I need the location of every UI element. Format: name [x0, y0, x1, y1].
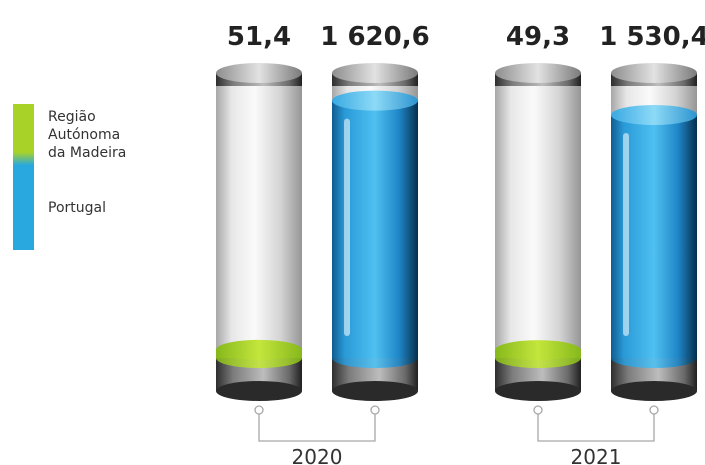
legend-madeira-line-1: Região: [48, 109, 96, 125]
cylinder-2021-series-0: [495, 63, 581, 401]
category-label-2020: 2020: [292, 445, 343, 465]
group-connectors: [258, 414, 655, 442]
cylinder-2020-series-1: [332, 63, 418, 401]
connector-dots: [254, 405, 659, 415]
value-label-2020-portugal: 1 620,6: [320, 22, 429, 52]
category-label-2021: 2021: [571, 445, 622, 465]
legend-portugal: Portugal: [48, 200, 106, 216]
legend-madeira-line-2: Autónoma: [48, 127, 121, 143]
value-label-2021-madeira: 49,3: [506, 22, 570, 52]
legend-madeira: Região Autónoma da Madeira: [48, 108, 126, 162]
cylinder-2021-series-1: [611, 63, 697, 401]
cylinder-2020-series-0: [216, 63, 302, 401]
value-label-2020-madeira: 51,4: [227, 22, 291, 52]
legend-madeira-line-3: da Madeira: [48, 145, 127, 161]
value-label-2021-portugal: 1 530,4: [599, 22, 705, 52]
legend-color-bar: [13, 104, 34, 250]
